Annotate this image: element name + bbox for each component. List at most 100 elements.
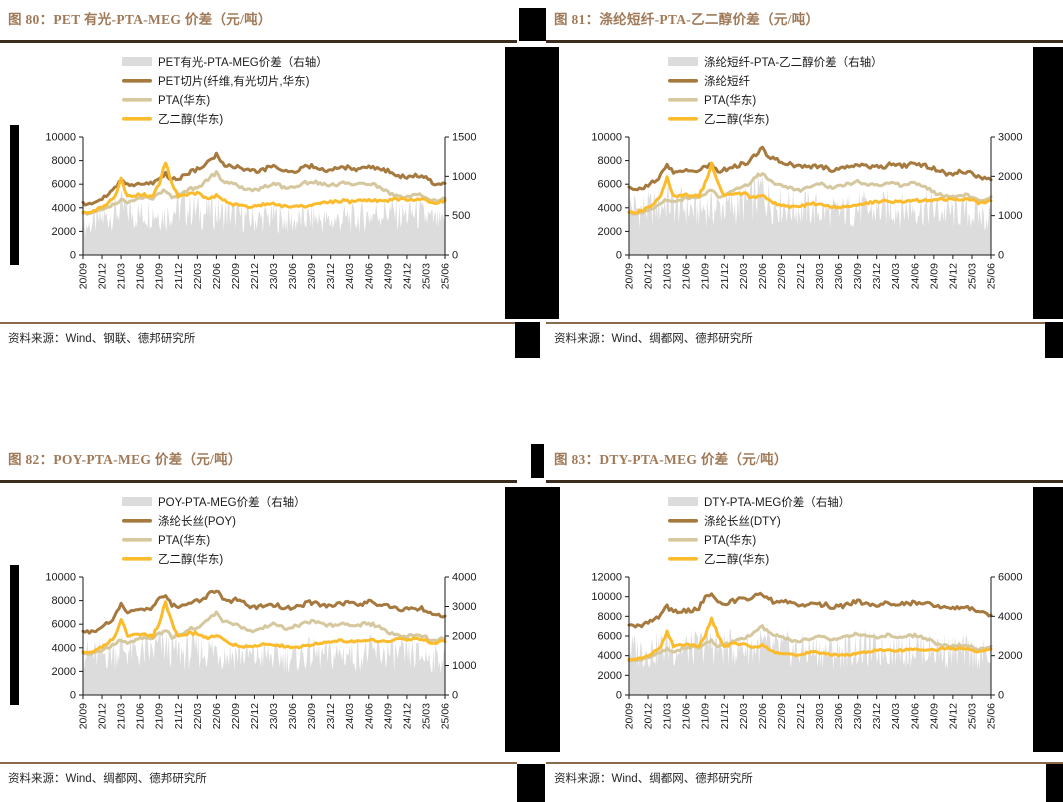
- right-axis-tick-label: 2000: [452, 631, 476, 643]
- left-axis-tick-label: 4000: [598, 650, 622, 662]
- legend-label: 涤纶短纤-PTA-乙二醇价差（右轴）: [704, 55, 883, 69]
- spread-area-series: [83, 189, 445, 255]
- x-axis-tick-label: 21/06: [135, 263, 147, 289]
- x-axis-tick-label: 22/09: [776, 263, 788, 289]
- legend-label: 涤纶短纤: [704, 74, 750, 88]
- legend-label: 乙二醇(华东): [158, 552, 223, 566]
- x-axis-tick-label: 22/12: [795, 263, 807, 289]
- line-series-gold: [81, 600, 447, 655]
- black-artifact: [519, 8, 546, 41]
- legend-swatch-line: [668, 557, 698, 561]
- legend-swatch-area: [122, 57, 152, 66]
- x-axis-tick-label: 24/06: [909, 703, 921, 729]
- black-artifact: [1046, 764, 1063, 802]
- right-axis-tick-label: 0: [452, 250, 458, 262]
- x-axis-tick-label: 24/06: [909, 263, 921, 289]
- title-underline: [0, 40, 517, 43]
- x-axis-tick-label: 20/12: [97, 263, 109, 289]
- x-axis-tick-label: 24/06: [363, 703, 375, 729]
- legend-label: 乙二醇(华东): [158, 112, 223, 126]
- right-axis-tick-label: 1000: [452, 660, 476, 672]
- legend-label: POY-PTA-MEG价差（右轴）: [158, 495, 306, 509]
- legend-swatch-line: [668, 79, 698, 83]
- right-axis-tick-label: 2000: [998, 650, 1022, 662]
- legend-swatch-line: [122, 519, 152, 523]
- title-underline: [0, 480, 517, 483]
- legend-swatch-line: [668, 519, 698, 523]
- x-axis-tick-label: 23/12: [325, 263, 337, 289]
- x-axis-tick-label: 25/03: [966, 703, 978, 729]
- left-axis-tick-label: 6000: [598, 631, 622, 643]
- line-series-brown: [627, 145, 993, 192]
- legend-label: DTY-PTA-MEG价差（右轴）: [704, 495, 850, 509]
- legend-swatch-line: [668, 117, 698, 121]
- source-divider: [546, 762, 1063, 764]
- black-artifact: [1033, 487, 1063, 752]
- x-axis-tick-label: 23/06: [833, 703, 845, 729]
- x-axis-tick-label: 22/03: [738, 263, 750, 289]
- line-series-tan: [627, 624, 993, 663]
- right-axis-tick-label: 0: [452, 690, 458, 702]
- x-axis-tick-label: 21/06: [681, 263, 693, 289]
- left-axis-tick-label: 8000: [598, 611, 622, 623]
- left-axis-tick-label: 4000: [598, 202, 622, 214]
- legend-swatch-line: [122, 557, 152, 561]
- legend-swatch-line: [668, 538, 698, 542]
- x-axis-tick-label: 24/06: [363, 263, 375, 289]
- left-axis-tick-label: 10000: [591, 132, 622, 144]
- x-axis-tick-label: 24/12: [947, 263, 959, 289]
- x-axis-tick-label: 24/03: [344, 263, 356, 289]
- x-axis-tick-label: 23/09: [306, 703, 318, 729]
- figure-83-panel: 图 83：DTY-PTA-MEG 价差（元/吨） 0 2000 4000 6000 80…: [532, 440, 1063, 802]
- x-axis-tick-label: 20/09: [78, 703, 90, 729]
- legend-swatch-area: [668, 57, 698, 66]
- figure-81-chart: 0 2000 4000 6000 8000 10000 0 1000 2000 3000 20/09…: [591, 55, 1022, 289]
- title-underline: [546, 40, 1063, 43]
- x-axis-tick-label: 23/03: [268, 263, 280, 289]
- right-axis-tick-label: 2000: [998, 171, 1022, 183]
- figure-83-chart: 0 2000 4000 6000 8000 10000 12000 0 2000 4000 6000…: [591, 495, 1022, 729]
- x-axis-tick-label: 21/12: [173, 263, 185, 289]
- left-axis-tick-label: 8000: [52, 155, 76, 167]
- legend-label: 涤纶长丝(DTY): [704, 514, 781, 528]
- x-axis-tick-label: 23/06: [287, 703, 299, 729]
- left-axis-tick-label: 2000: [598, 670, 622, 682]
- x-axis-tick-label: 25/06: [986, 703, 998, 729]
- figure-80-title: 图 80：PET 有光-PTA-MEG 价差（元/吨）: [8, 12, 272, 27]
- left-axis-tick-label: 0: [70, 250, 76, 262]
- figure-80-panel: 图 80：PET 有光-PTA-MEG 价差（元/吨） 0 2000 4000 600…: [0, 0, 531, 362]
- x-axis-tick-label: 23/12: [871, 263, 883, 289]
- right-axis-tick-label: 0: [998, 690, 1004, 702]
- x-axis-tick-label: 22/09: [230, 263, 242, 289]
- legend-swatch-area: [122, 497, 152, 506]
- legend-label: PET切片(纤维,有光切片,华东): [158, 74, 310, 88]
- x-axis-tick-label: 24/12: [401, 263, 413, 289]
- left-axis-tick-label: 6000: [52, 179, 76, 191]
- line-series-tan: [627, 172, 993, 216]
- figure-83-title: 图 83：DTY-PTA-MEG 价差（元/吨）: [554, 452, 788, 467]
- legend-swatch-line: [668, 98, 698, 102]
- x-axis-tick-label: 22/03: [192, 263, 204, 289]
- x-axis-tick-label: 20/09: [78, 263, 90, 289]
- x-axis-tick-label: 24/09: [928, 703, 940, 729]
- legend-swatch-line: [122, 98, 152, 102]
- left-axis-tick-label: 10000: [45, 572, 76, 584]
- black-artifact: [531, 444, 544, 478]
- x-axis-tick-label: 23/06: [833, 263, 845, 289]
- figure-81-source: 资料来源：Wind、绸都网、德邦研究所: [554, 333, 753, 345]
- x-axis-tick-label: 23/09: [852, 703, 864, 729]
- figure-81-panel: 图 81：涤纶短纤-PTA-乙二醇价差（元/吨） 0 2000 4000 6000 80…: [532, 0, 1063, 362]
- line-series-gold: [627, 616, 993, 662]
- x-axis-tick-label: 21/09: [700, 263, 712, 289]
- source-divider: [0, 322, 517, 324]
- line-series-tan: [81, 610, 447, 656]
- black-artifact: [10, 125, 19, 265]
- right-axis-tick-label: 1500: [452, 132, 476, 144]
- legend-swatch-area: [668, 497, 698, 506]
- source-divider: [546, 322, 1063, 324]
- left-axis-tick-label: 2000: [52, 226, 76, 238]
- left-axis-tick-label: 6000: [52, 619, 76, 631]
- legend-swatch-line: [122, 538, 152, 542]
- x-axis-tick-label: 25/03: [966, 263, 978, 289]
- x-axis-tick-label: 25/06: [986, 263, 998, 289]
